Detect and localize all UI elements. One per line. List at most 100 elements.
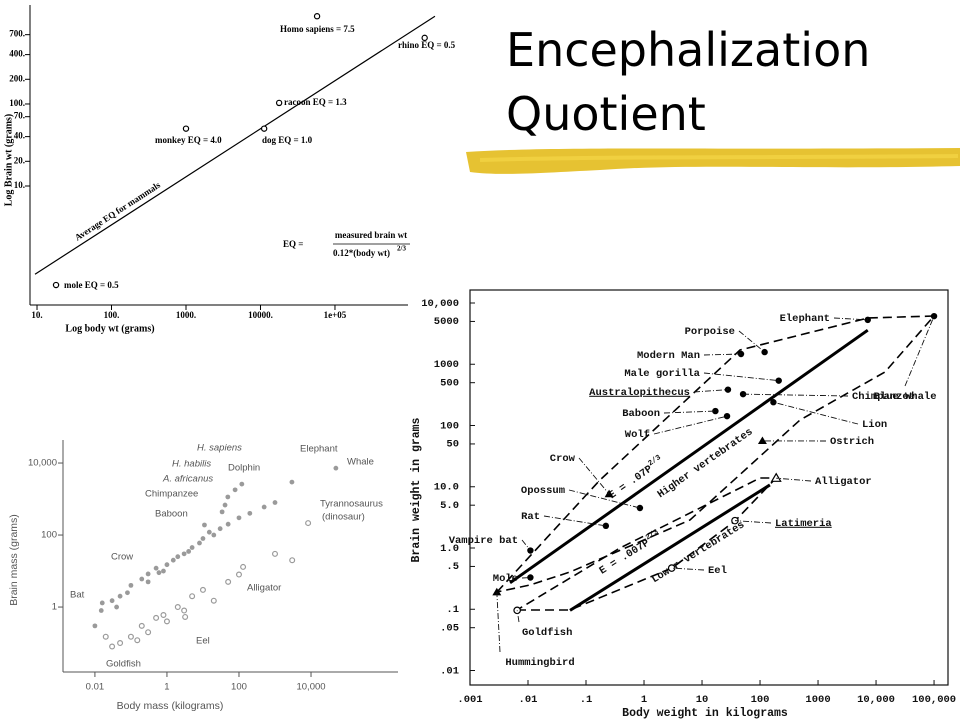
point-label: rhino EQ = 0.5 — [398, 40, 456, 50]
data-point — [174, 604, 181, 611]
data-point — [333, 465, 339, 471]
data-point — [182, 125, 190, 132]
y-tick-label: 10. — [14, 180, 25, 190]
y-axis-label: Brain weight in grams — [410, 417, 423, 562]
y-tick-label: 1000 — [434, 359, 459, 371]
y-tick-label: 5.0 — [440, 500, 459, 512]
annotation: 0.12*(body wt) — [333, 248, 390, 258]
data-point — [114, 604, 119, 610]
point-label: Ostrich — [830, 436, 874, 448]
point-label: A. africanus — [162, 474, 213, 485]
point-label: Hummingbird — [505, 657, 574, 669]
data-point — [210, 597, 217, 604]
x-tick-label: 10000. — [248, 310, 273, 320]
leader-line — [833, 317, 868, 321]
leader-line — [578, 457, 610, 495]
x-tick-label: 1e+05 — [324, 310, 347, 320]
data-point — [225, 578, 232, 585]
data-point — [128, 582, 134, 588]
point-label: Eel — [708, 565, 727, 577]
point-label: Alligator — [247, 583, 281, 594]
y-tick-label: .1 — [446, 604, 459, 616]
annotation: measured brain wt — [335, 230, 407, 240]
y-tick-label: 400. — [9, 49, 25, 59]
data-point — [109, 598, 115, 604]
data-point — [240, 563, 247, 570]
x-tick-label: 1 — [164, 682, 169, 693]
data-point — [272, 500, 278, 505]
leader-line — [521, 577, 531, 579]
x-axis-label: Body mass (kilograms) — [117, 700, 224, 712]
leader-line — [521, 539, 531, 551]
y-tick-label: 100. — [9, 98, 25, 108]
point-label: Rat — [521, 511, 540, 523]
point-label: Alligator — [815, 476, 872, 488]
data-point — [163, 618, 170, 625]
point-label: Latimeria — [775, 518, 832, 530]
leader-line — [738, 330, 765, 353]
data-point — [52, 281, 60, 289]
line-label: Average EQ for mammals — [73, 180, 163, 243]
data-point — [145, 571, 151, 577]
point-label: racoon EQ = 1.3 — [284, 97, 347, 107]
y-tick-label: 10.0 — [434, 482, 459, 494]
leader-line — [776, 477, 812, 482]
y-tick-label: 1 — [52, 602, 57, 613]
data-point — [275, 99, 283, 107]
point-label: Crow — [111, 552, 133, 563]
leader-line — [516, 610, 520, 623]
point-label: monkey EQ = 4.0 — [155, 135, 222, 145]
eq-chart: 10. 100. 1000. 10000. 1e+05 10. 20. 40. 70. 100. 2… — [3, 5, 456, 334]
data-point — [99, 600, 105, 606]
data-point — [200, 536, 206, 541]
point-label: Opossum — [521, 485, 565, 497]
data-point — [117, 640, 124, 647]
y-axis-label: Brain mass (grams) — [8, 514, 20, 606]
data-point — [181, 551, 187, 557]
data-point — [222, 502, 228, 508]
y-tick-label: 40. — [14, 131, 25, 141]
point-label: Bat — [70, 590, 85, 601]
leader-line — [773, 401, 859, 425]
y-tick-label: 50 — [446, 439, 459, 451]
data-point — [712, 407, 719, 415]
brush-stroke — [466, 148, 960, 174]
point-label: Mole — [493, 573, 518, 585]
data-point — [134, 637, 141, 644]
data-point — [181, 607, 188, 614]
data-point — [138, 622, 145, 629]
data-point — [260, 125, 268, 132]
annotation: (dinosaur) — [322, 512, 365, 523]
leader-line — [653, 415, 728, 435]
data-point — [247, 510, 253, 516]
y-tick-label: 100 — [440, 420, 459, 432]
data-point — [739, 390, 747, 398]
x-tick-label: 10 — [696, 694, 709, 706]
data-point — [160, 612, 167, 619]
x-axis-label: Body weight in kilograms — [622, 707, 788, 720]
point-label: Lion — [862, 419, 887, 431]
data-point — [145, 629, 152, 636]
annotation: 2/3 — [397, 245, 406, 253]
x-tick-label: .1 — [580, 694, 593, 706]
data-point — [636, 504, 644, 512]
data-point — [175, 554, 181, 560]
leader-line — [904, 315, 935, 387]
y-tick-label: 100 — [41, 530, 57, 541]
data-point — [145, 579, 151, 585]
leader-line — [703, 372, 779, 382]
point-label: mole EQ = 0.5 — [64, 280, 119, 290]
x-axis-label: Log body wt (grams) — [65, 323, 154, 334]
y-tick-label: 70. — [14, 111, 25, 121]
point-label: Chimpanzee — [145, 489, 198, 500]
point-label: Wolf — [625, 429, 650, 441]
slide-title: Encephalization Quotient — [506, 23, 871, 141]
data-point — [305, 520, 312, 527]
data-point — [153, 565, 159, 571]
data-point — [770, 472, 782, 482]
x-tick-label: 10,000 — [296, 682, 325, 693]
data-point — [161, 568, 166, 574]
chart-body: 10. 100. 1000. 10000. 1e+05 10. 20. 40. 70. 100. 2… — [3, 5, 456, 334]
y-tick-label: .05 — [440, 622, 459, 634]
